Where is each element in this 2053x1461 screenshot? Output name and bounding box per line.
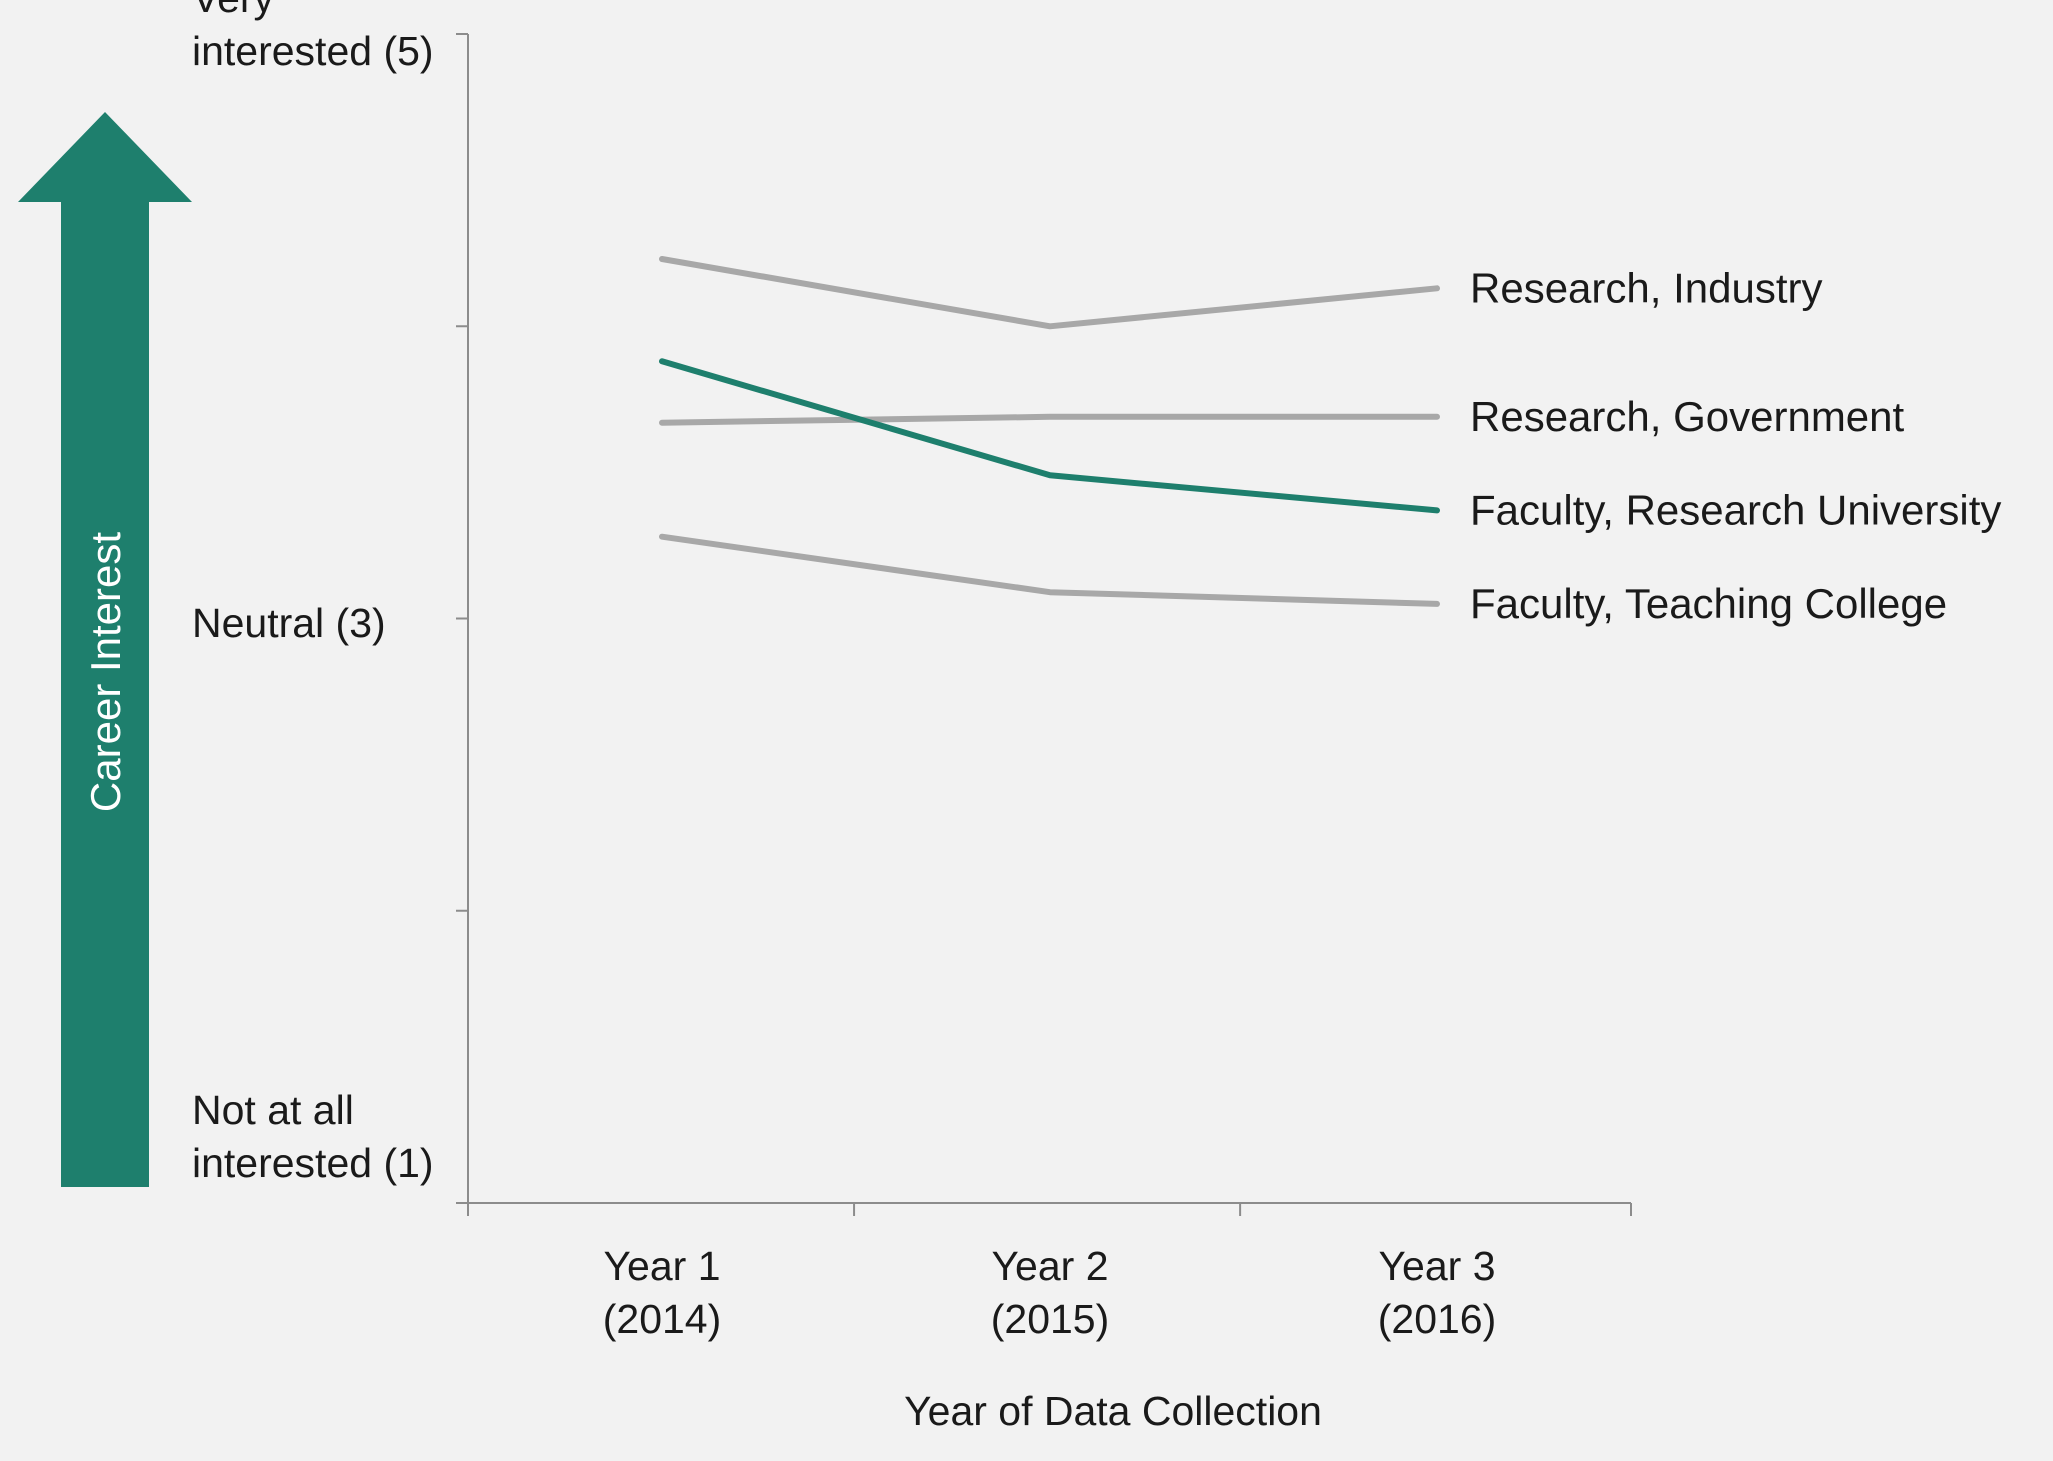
x-axis-title: Year of Data Collection xyxy=(904,1388,1322,1434)
series-line xyxy=(659,256,1440,330)
y-tick-labels: Veryinterested (5) Neutral (3) Not at alli… xyxy=(192,0,434,1186)
series-label: Research, Industry xyxy=(1470,264,1823,311)
series-line xyxy=(659,533,1440,607)
y-tick-label: Veryinterested (5) xyxy=(192,0,434,74)
series-label: Faculty, Teaching College xyxy=(1470,580,1947,627)
x-tick-label: Year 3 (2016) xyxy=(1378,1243,1497,1342)
axes xyxy=(456,33,1632,1216)
series-label: Research, Government xyxy=(1470,393,1905,440)
y-tick-label: Not at all interested (1) xyxy=(192,1087,434,1186)
y-axis-title: Career Interest xyxy=(82,532,129,812)
series-line xyxy=(659,358,1440,514)
series-labels: Research, Industry Research, Government Fa… xyxy=(1470,264,2001,627)
x-tick-label: Year 1 (2014) xyxy=(603,1243,722,1342)
series-lines xyxy=(659,256,1440,607)
arrow-shape xyxy=(18,112,192,1187)
series-label: Faculty, Research University xyxy=(1470,486,2001,533)
y-tick-label: Neutral (3) xyxy=(192,600,386,646)
x-ticks xyxy=(467,1203,1632,1216)
series-line xyxy=(659,413,1440,426)
career-interest-arrow: Career Interest xyxy=(18,112,192,1187)
y-ticks xyxy=(456,33,468,1204)
x-tick-label: Year 2 (2015) xyxy=(991,1243,1110,1342)
x-tick-labels: Year 1 (2014) Year 2 (2015) Year 3 (2016) xyxy=(603,1243,1497,1342)
